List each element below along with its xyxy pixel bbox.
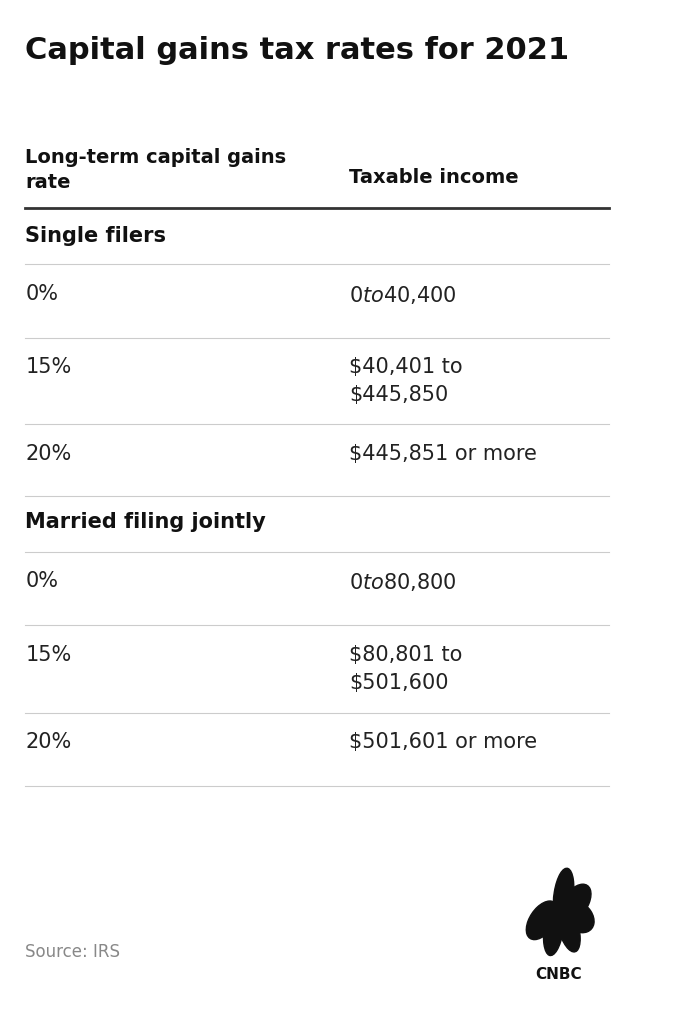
Text: 20%: 20% [26, 443, 72, 464]
Text: $445,851 or more: $445,851 or more [349, 443, 537, 464]
Text: $0 to $80,800: $0 to $80,800 [349, 571, 457, 593]
Text: $40,401 to
$445,850: $40,401 to $445,850 [349, 357, 463, 405]
Ellipse shape [544, 901, 564, 956]
Text: 15%: 15% [26, 357, 72, 377]
Ellipse shape [560, 900, 594, 932]
Text: CNBC: CNBC [535, 966, 582, 981]
Text: 15%: 15% [26, 644, 72, 664]
Text: $80,801 to
$501,600: $80,801 to $501,600 [349, 644, 462, 692]
Ellipse shape [554, 868, 574, 923]
Text: Married filing jointly: Married filing jointly [26, 512, 266, 532]
Text: 20%: 20% [26, 732, 72, 752]
Text: Long-term capital gains
rate: Long-term capital gains rate [26, 148, 287, 192]
Text: Single filers: Single filers [26, 226, 166, 247]
Text: 0%: 0% [26, 571, 58, 591]
Text: Source: IRS: Source: IRS [26, 943, 120, 961]
Text: Taxable income: Taxable income [349, 168, 518, 187]
Text: 0%: 0% [26, 283, 58, 304]
Text: Capital gains tax rates for 2021: Capital gains tax rates for 2021 [26, 36, 569, 64]
Ellipse shape [527, 901, 558, 940]
Text: $0 to $40,400: $0 to $40,400 [349, 283, 457, 306]
Ellipse shape [559, 884, 591, 923]
Ellipse shape [556, 901, 580, 952]
Text: $501,601 or more: $501,601 or more [349, 732, 537, 752]
